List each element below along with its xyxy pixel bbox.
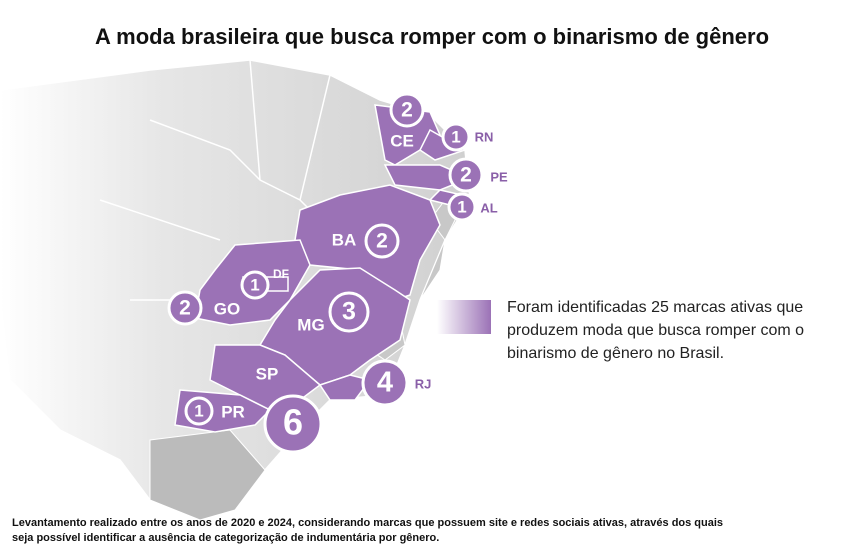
state-label: SP bbox=[256, 364, 279, 383]
count-label: 3 bbox=[342, 298, 356, 326]
legend-text: binarismo de gênero no Brasil. bbox=[507, 345, 724, 362]
state-label: PR bbox=[221, 402, 245, 421]
count-badge bbox=[441, 122, 471, 152]
count-label: 1 bbox=[457, 197, 466, 216]
footnote: Levantamento realizado entre os anos de … bbox=[12, 517, 723, 529]
legend-text: produzem moda que busca romper com o bbox=[507, 322, 804, 339]
count-badge bbox=[328, 291, 370, 333]
count-badge bbox=[361, 359, 409, 407]
count-badge bbox=[364, 223, 400, 259]
count-badge bbox=[448, 157, 484, 193]
count-label: 1 bbox=[451, 127, 460, 146]
count-badge bbox=[447, 192, 477, 222]
footnote: seja possível identificar a ausência de … bbox=[12, 532, 439, 544]
count-label: 2 bbox=[401, 99, 413, 122]
count-label: 2 bbox=[460, 164, 472, 187]
count-badge bbox=[240, 270, 270, 300]
legend-swatch bbox=[437, 300, 491, 334]
state-label: BA bbox=[332, 230, 357, 249]
state-label: RJ bbox=[415, 376, 432, 391]
count-badge bbox=[184, 396, 214, 426]
count-label: 2 bbox=[179, 297, 191, 320]
state-label: PE bbox=[490, 169, 508, 184]
state-label: GO bbox=[214, 299, 240, 318]
state-label: DF bbox=[273, 267, 289, 281]
count-label: 1 bbox=[194, 401, 203, 420]
state-label: MG bbox=[297, 315, 324, 334]
title: A moda brasileira que busca romper com o… bbox=[95, 24, 769, 49]
legend-text: Foram identificadas 25 marcas ativas que bbox=[507, 299, 803, 316]
count-badge bbox=[167, 290, 203, 326]
count-badge bbox=[389, 92, 425, 128]
count-label: 4 bbox=[377, 367, 393, 399]
state-label: CE bbox=[390, 131, 414, 150]
count-label: 1 bbox=[250, 275, 259, 294]
state-label: RN bbox=[475, 129, 494, 144]
count-label: 2 bbox=[376, 230, 388, 253]
state-label: AL bbox=[480, 200, 497, 215]
count-label: 6 bbox=[283, 402, 303, 443]
count-badge bbox=[263, 394, 323, 454]
